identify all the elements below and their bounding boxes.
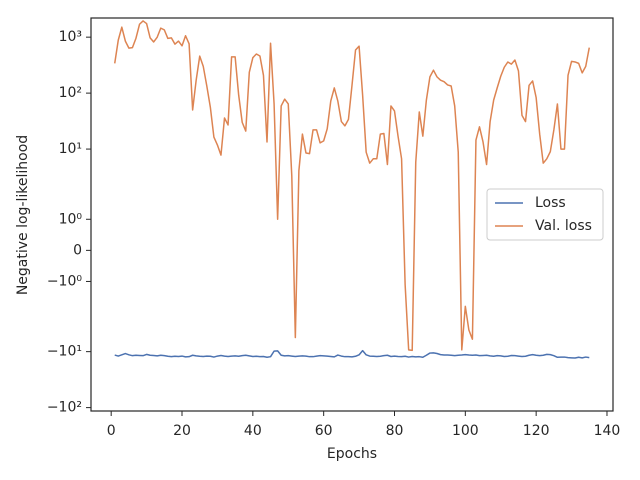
legend-box: [486, 188, 604, 241]
axes-frame: [90, 17, 614, 412]
x-tick-label: 80: [386, 423, 404, 439]
y-tick-label: 0: [73, 242, 82, 258]
legend-label: Loss: [535, 195, 566, 211]
x-axis-label: Epochs: [327, 446, 377, 462]
x-tick-label: 0: [107, 423, 116, 439]
y-tick-label: −10¹: [47, 344, 82, 360]
x-tick-label: 60: [315, 423, 333, 439]
x-tick-label: 120: [523, 423, 550, 439]
x-tick-label: 140: [594, 423, 621, 439]
y-tick-label: 10³: [59, 29, 82, 45]
x-tick-label: 40: [244, 423, 262, 439]
y-tick-label: 10⁰: [59, 211, 83, 227]
legend-label: Val. loss: [535, 218, 592, 234]
series-line: [114, 349, 590, 359]
y-tick-label: 10¹: [59, 141, 82, 157]
y-tick-label: 10²: [59, 85, 82, 101]
y-tick-label: −10²: [47, 400, 82, 416]
series-line: [113, 20, 591, 352]
plot-area: [113, 20, 591, 359]
x-tick-label: 20: [173, 423, 191, 439]
y-axis-label: Negative log-likelihood: [15, 135, 31, 295]
y-tick-label: −10⁰: [47, 273, 83, 289]
x-tick-label: 100: [452, 423, 479, 439]
